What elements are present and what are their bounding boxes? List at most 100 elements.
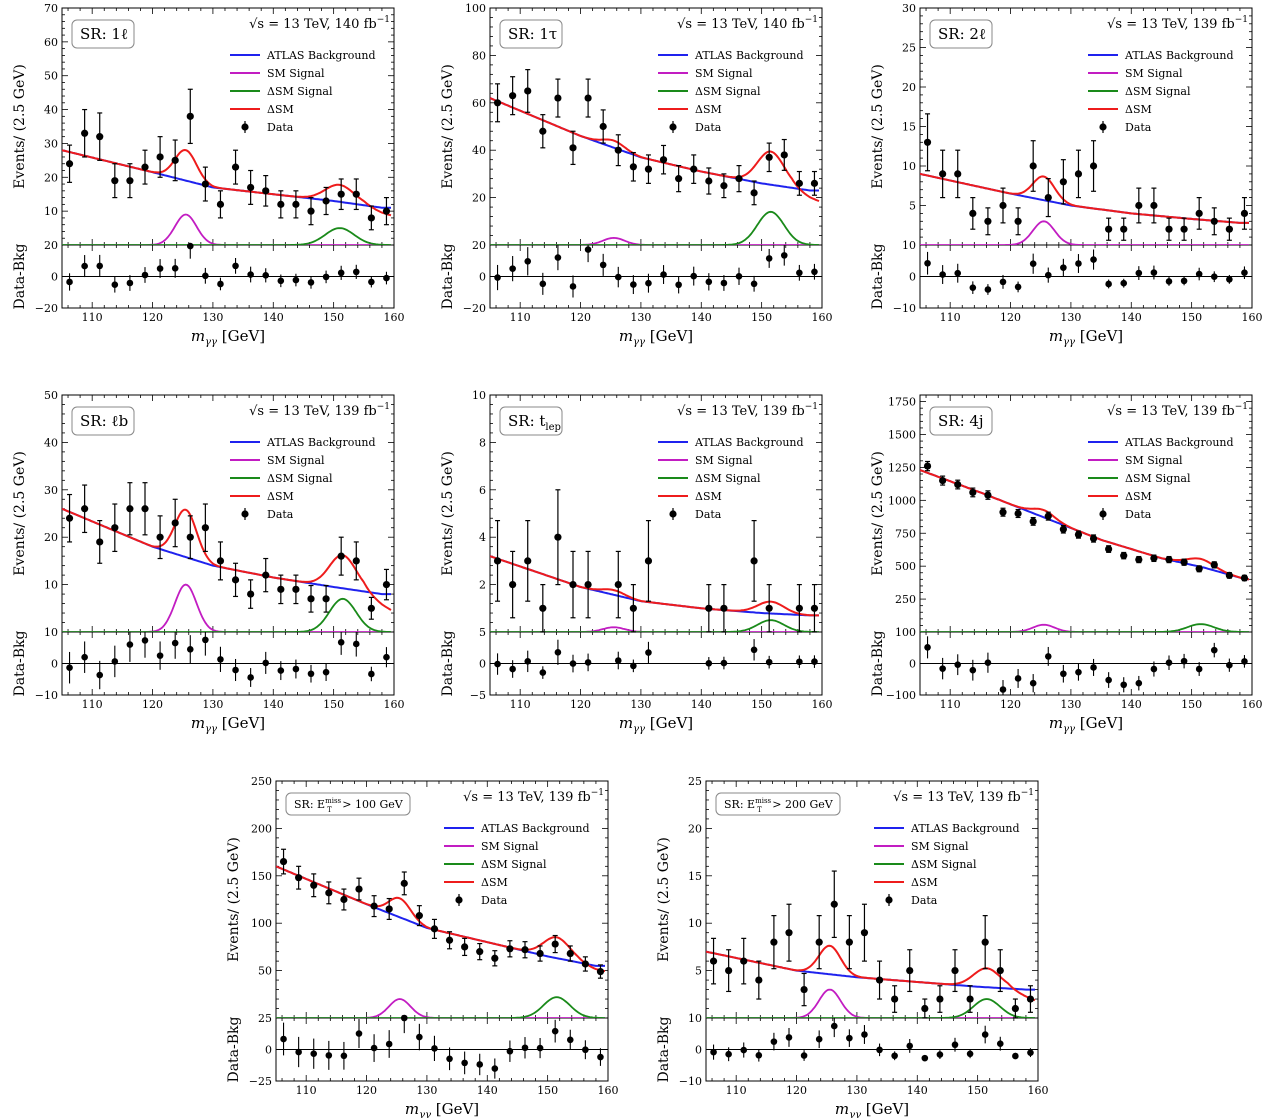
data-point	[322, 595, 330, 603]
residual-point	[614, 657, 622, 664]
data-point	[231, 576, 240, 584]
residual-point	[416, 1033, 423, 1041]
residual-point	[796, 269, 803, 277]
panel-4: 110 120 130 140 150 160 mγγ [GeV] 10 20 30 40 50 Eve…	[12, 389, 405, 735]
data-point	[539, 127, 547, 135]
energy-label: √s = 13 TeV, 139 fb−1	[463, 788, 604, 805]
x-tick-label: 160	[812, 311, 833, 324]
data-point	[81, 129, 89, 137]
residual-point	[96, 262, 104, 270]
legend-label-bkg: ATLAS Background	[266, 436, 376, 449]
residual-point	[126, 279, 134, 287]
residual-point	[936, 1051, 944, 1058]
y-tick-label: 10	[44, 579, 58, 592]
data-point	[521, 946, 529, 954]
sr-label-text: SR: Emiss T > 100 GeV	[294, 797, 404, 814]
legend-label-sm: SM Signal	[695, 454, 753, 467]
legend-label-dsm: ΔSM	[911, 876, 938, 889]
residual-point	[340, 1052, 348, 1060]
residual-point	[539, 669, 547, 676]
data-point	[800, 985, 808, 994]
legend-data-marker	[885, 896, 893, 904]
y-axis-label: Events/ (2.5 GeV)	[656, 837, 672, 962]
ratio-tick-label: −10	[679, 1075, 702, 1088]
legend-data-marker	[669, 510, 677, 518]
energy-label: √s = 13 TeV, 139 fb−1	[677, 402, 818, 419]
sr-label-box	[71, 406, 135, 436]
x-tick-label: 120	[1000, 698, 1021, 711]
legend-label-bkg: ATLAS Background	[910, 822, 1020, 835]
residual-point	[720, 659, 728, 667]
residual-point	[66, 664, 73, 671]
data-point	[539, 604, 547, 612]
residual-point	[446, 1055, 453, 1063]
ratio-tick-label: 20	[44, 239, 58, 252]
data-point	[340, 895, 348, 904]
legend-label-data: Data	[267, 508, 294, 521]
sr-label-text: SR: 2ℓ	[938, 25, 986, 43]
y-axis-label: Events/ (2.5 GeV)	[12, 451, 28, 576]
data-point	[1165, 555, 1173, 564]
residual-point	[846, 1034, 853, 1042]
y-tick-label: 4	[479, 531, 486, 544]
sr-label-text: SR: 1ℓ	[80, 25, 128, 43]
residual-point	[1090, 664, 1097, 671]
y-tick-label: 60	[472, 97, 486, 110]
data-point	[981, 938, 989, 946]
data-point	[780, 151, 788, 159]
energy-label: √s = 13 TeV, 139 fb−1	[893, 788, 1034, 805]
residual-point	[368, 278, 375, 286]
y-tick-label: 30	[44, 484, 58, 497]
x-tick-label: 130	[1060, 311, 1081, 324]
data-point	[690, 165, 698, 173]
y-tick-label: 1000	[888, 494, 916, 507]
data-point	[569, 581, 577, 589]
residual-point	[217, 656, 224, 663]
data-point	[1240, 209, 1249, 217]
residual-point	[921, 1054, 929, 1062]
data-point	[1029, 517, 1037, 526]
data-point	[551, 940, 559, 948]
x-axis-label: mγγ [GeV]	[191, 714, 265, 735]
residual-point	[1195, 665, 1203, 673]
data-point	[815, 938, 823, 946]
delta-sm-curve	[920, 469, 1249, 581]
residual-point	[96, 671, 104, 679]
delta-sm-signal-curve	[276, 996, 605, 1018]
ratio-tick-label: 0	[51, 271, 58, 284]
x-tick-label: 160	[384, 311, 405, 324]
x-tick-label: 120	[142, 311, 163, 324]
residual-point	[81, 653, 88, 661]
x-tick-label: 110	[726, 1084, 747, 1097]
x-tick-label: 110	[82, 311, 103, 324]
legend-label-dsig: ΔSM Signal	[267, 85, 333, 98]
delta-sm-signal-curve	[490, 210, 820, 245]
residual-point	[494, 660, 501, 668]
residual-point	[111, 281, 119, 289]
residual-point	[951, 1041, 959, 1049]
data-point	[750, 189, 758, 197]
residual-point	[524, 257, 532, 265]
ratio-tick-label: −5	[470, 689, 486, 702]
data-point	[845, 938, 853, 946]
data-point	[1014, 217, 1022, 225]
y-tick-label: 30	[44, 137, 58, 150]
residual-point	[1180, 657, 1188, 665]
data-point	[1089, 162, 1098, 170]
data-point	[1240, 574, 1249, 582]
x-axis-label: mγγ [GeV]	[1049, 327, 1123, 348]
residual-point	[536, 1044, 544, 1052]
data-point	[277, 200, 285, 208]
data-point	[954, 170, 962, 178]
data-point	[352, 557, 360, 565]
x-tick-label: 120	[1000, 311, 1021, 324]
atlas-background-curve	[920, 469, 1249, 581]
data-point	[430, 925, 439, 933]
x-axis-label: mγγ [GeV]	[1049, 714, 1123, 735]
residual-point	[171, 639, 179, 647]
delta-sm-signal-curve	[62, 227, 391, 245]
data-point	[1165, 225, 1173, 233]
residual-point	[202, 272, 209, 280]
legend-label-bkg: ATLAS Background	[266, 49, 376, 62]
residual-point	[431, 1045, 438, 1052]
